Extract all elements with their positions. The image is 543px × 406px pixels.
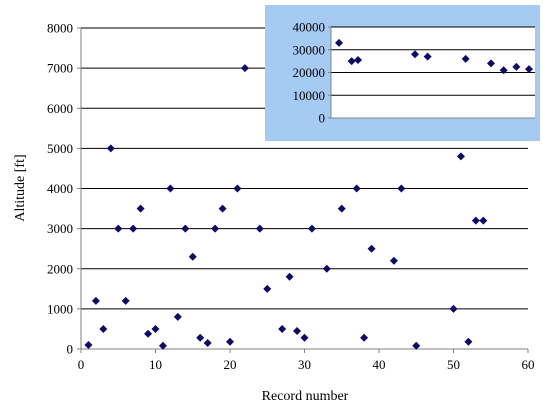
x-tick-label: 40 <box>373 357 386 372</box>
x-tick-label: 20 <box>224 357 237 372</box>
data-point <box>464 337 473 346</box>
inset-data-point <box>487 59 495 68</box>
inset-data-point <box>525 65 533 74</box>
data-point <box>412 341 421 350</box>
data-point <box>263 284 272 293</box>
data-point <box>121 296 130 305</box>
data-point <box>360 333 369 342</box>
main-data-points <box>84 64 488 350</box>
data-point <box>136 204 145 213</box>
data-point <box>211 224 220 233</box>
data-point <box>471 216 480 225</box>
inset-data-point <box>411 50 419 59</box>
y-tick-label: 3000 <box>47 221 73 236</box>
data-point <box>278 324 287 333</box>
y-tick-label: 5000 <box>47 141 73 156</box>
inset-data-point <box>347 57 356 66</box>
inset-gridlines <box>331 26 535 96</box>
inset-y-tick-label: 40000 <box>293 20 326 35</box>
data-point <box>240 64 249 73</box>
inset-chart: 0 10000 20000 30000 40000 <box>265 5 540 141</box>
data-point <box>322 264 331 273</box>
main-axes <box>77 27 529 353</box>
x-tick-label: 50 <box>447 357 460 372</box>
y-tick-label: 1000 <box>47 301 73 316</box>
data-point <box>293 326 302 335</box>
data-point <box>151 324 160 333</box>
inset-y-tick-label: 10000 <box>293 88 326 103</box>
data-point <box>181 224 190 233</box>
data-point <box>352 184 361 193</box>
data-point <box>307 224 316 233</box>
data-point <box>226 337 234 346</box>
y-tick-label: 7000 <box>47 61 73 76</box>
data-point <box>449 304 458 313</box>
inset-data-point <box>499 66 508 75</box>
data-point <box>99 324 108 333</box>
data-point <box>285 272 294 281</box>
data-point <box>456 152 465 161</box>
data-point <box>106 144 115 153</box>
data-point <box>91 296 100 305</box>
x-tick-label: 0 <box>78 357 85 372</box>
data-point <box>166 184 175 193</box>
x-tick-label: 60 <box>522 357 535 372</box>
data-point <box>255 224 264 233</box>
data-point <box>188 252 197 261</box>
main-x-tick-labels: 0 10 20 30 40 50 60 <box>78 357 535 372</box>
x-tick-label: 30 <box>298 357 311 372</box>
data-point <box>367 244 376 253</box>
data-point <box>337 204 346 213</box>
inset-data-points <box>335 38 533 75</box>
x-tick-label: 10 <box>149 357 162 372</box>
inset-data-point <box>512 62 521 71</box>
main-y-tick-labels: 0 1000 2000 3000 4000 5000 6000 7000 8000 <box>47 21 73 357</box>
data-point <box>173 312 182 321</box>
data-point <box>144 329 153 338</box>
inset-data-point <box>354 55 362 64</box>
inset-data-point <box>335 38 343 47</box>
inset-y-tick-label: 30000 <box>293 42 326 57</box>
data-point <box>479 216 488 225</box>
y-tick-label: 0 <box>67 342 74 357</box>
inset-y-tick-label: 20000 <box>293 65 326 80</box>
inset-data-point <box>423 52 432 61</box>
data-point <box>300 333 309 342</box>
y-tick-label: 6000 <box>47 101 73 116</box>
data-point <box>158 341 167 350</box>
data-point <box>397 184 406 193</box>
y-tick-label: 2000 <box>47 261 73 276</box>
inset-y-tick-labels: 0 10000 20000 30000 40000 <box>293 20 326 126</box>
data-point <box>84 340 93 349</box>
y-axis-label: Altitude [ft] <box>13 154 28 221</box>
inset-y-tick-label: 0 <box>319 111 326 126</box>
x-axis-label: Record number <box>262 389 349 404</box>
data-point <box>196 333 205 342</box>
inset-axes <box>328 26 535 119</box>
y-tick-label: 4000 <box>47 181 73 196</box>
inset-data-point <box>461 54 470 63</box>
data-point <box>203 338 212 347</box>
data-point <box>389 256 398 265</box>
data-point <box>114 224 123 233</box>
data-point <box>218 204 227 213</box>
y-tick-label: 8000 <box>47 21 73 36</box>
data-point <box>233 184 242 193</box>
data-point <box>129 224 138 233</box>
